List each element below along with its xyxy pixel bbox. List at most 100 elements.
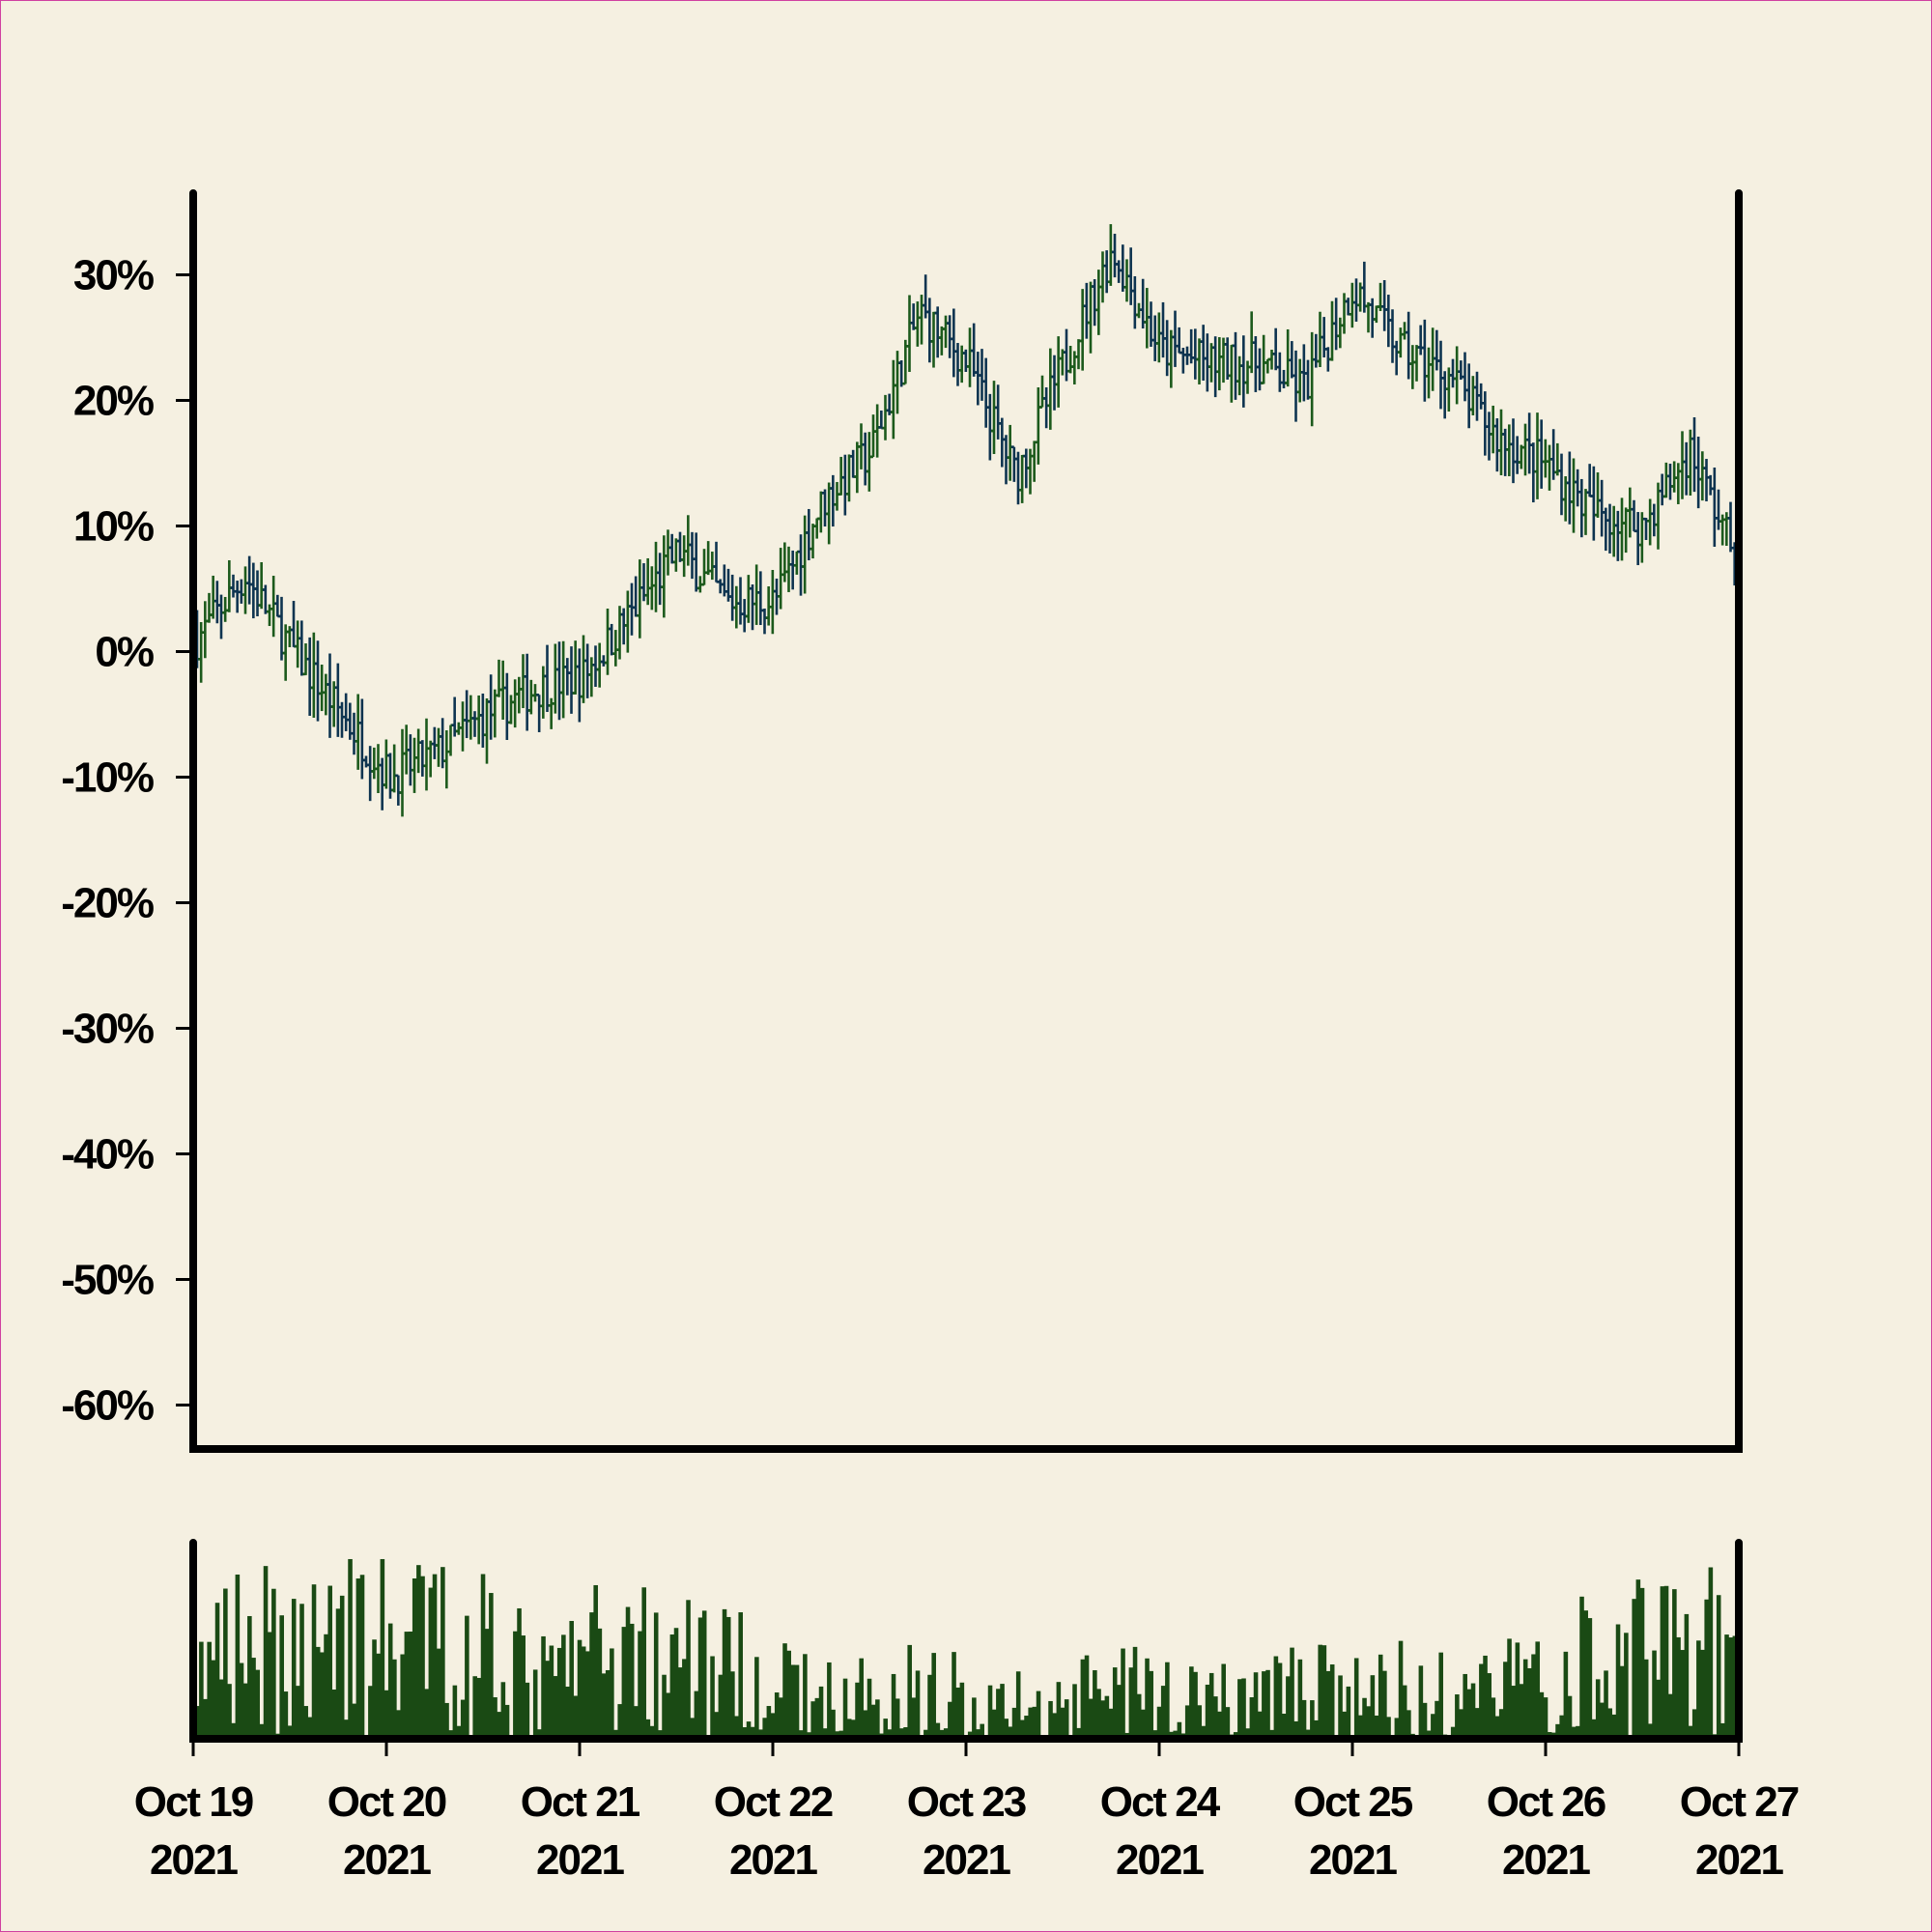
volume-bar: [1237, 1679, 1242, 1739]
volume-bar: [1615, 1624, 1621, 1739]
volume-bar: [207, 1641, 212, 1739]
ohlc-bar-down: [1353, 278, 1359, 322]
volume-bar: [1639, 1587, 1645, 1739]
ohlc-bar-down: [1333, 298, 1340, 351]
volume-bar: [1374, 1715, 1379, 1739]
ohlc-bar-down: [568, 646, 575, 714]
ohlc-bar-down: [246, 555, 253, 605]
volume-bar: [1028, 1707, 1033, 1739]
ohlc-bar-up: [858, 423, 865, 469]
ohlc-bar-down: [576, 648, 582, 723]
ohlc-bar-up: [1208, 343, 1214, 383]
volume-bar: [1567, 1695, 1573, 1739]
ohlc-bar-up: [581, 635, 586, 703]
volume-bar: [1688, 1725, 1693, 1739]
ohlc-bar-up: [685, 515, 692, 566]
volume-bar: [1265, 1669, 1270, 1739]
volume-bar: [1310, 1700, 1315, 1739]
volume-bar: [1093, 1670, 1097, 1739]
volume-bar: [251, 1658, 256, 1739]
volume-bar: [1576, 1725, 1580, 1739]
ohlc-bar-down: [1103, 250, 1110, 294]
volume-bar: [1024, 1716, 1029, 1739]
ohlc-bar-up: [701, 549, 707, 586]
volume-bar: [1329, 1664, 1335, 1739]
y-tick-label: 30%: [73, 252, 154, 299]
ohlc-bar-down: [1112, 233, 1118, 278]
volume-bar: [1156, 1706, 1162, 1739]
volume-bar: [1494, 1716, 1500, 1739]
volume-bar: [199, 1641, 204, 1739]
volume-bar: [1527, 1667, 1532, 1739]
ohlc-bar-down: [419, 740, 426, 777]
ohlc-bar-down: [387, 753, 393, 799]
volume-bar: [899, 1728, 904, 1739]
ohlc-bar-up: [1547, 444, 1552, 491]
volume-bar: [883, 1719, 888, 1739]
ohlc-bar-down: [822, 489, 828, 527]
ohlc-bar-up: [1402, 322, 1407, 340]
volume-bar: [1084, 1655, 1090, 1739]
volume-bar: [1543, 1697, 1548, 1739]
ohlc-bar-up: [1610, 505, 1617, 557]
ohlc-bar-down: [1345, 298, 1351, 316]
volume-bar: [597, 1628, 603, 1739]
volume-bar: [315, 1646, 321, 1739]
volume-bar: [1591, 1719, 1597, 1739]
ohlc-bar-up: [1454, 346, 1461, 405]
ohlc-bar-up: [882, 394, 889, 440]
ohlc-bar-up: [838, 456, 844, 496]
volume-bar: [1297, 1659, 1303, 1739]
ohlc-bar-down: [1204, 333, 1210, 392]
volume-bar: [545, 1661, 550, 1739]
volume-bar: [1522, 1659, 1528, 1739]
x-axis-ticks: Oct 19 2021 Oct 20 2021 Oct 21 2021 Oct 22 2021…: [134, 1739, 1801, 1884]
volume-bar: [1607, 1708, 1612, 1739]
ohlc-bar-up: [854, 441, 861, 494]
ohlc-bar-down: [306, 637, 313, 716]
volume-bar: [1201, 1725, 1207, 1739]
ohlc-bar-down: [1321, 317, 1327, 358]
volume-bar: [803, 1654, 808, 1739]
ohlc-bar-up: [1699, 451, 1706, 501]
ohlc-bar-up: [399, 728, 406, 817]
ohlc-bar-down: [1010, 445, 1017, 482]
volume-bar: [291, 1599, 297, 1739]
volume-bar: [810, 1701, 815, 1739]
x-tick-label-year: 2021: [729, 1836, 817, 1884]
volume-bar: [1600, 1702, 1605, 1739]
ohlc-bar-down: [503, 672, 510, 740]
volume-bar: [625, 1606, 631, 1739]
ohlc-bar-down: [1305, 359, 1311, 400]
volume-bar: [1277, 1662, 1283, 1739]
volume-bar: [690, 1718, 695, 1739]
volume-bar: [1459, 1709, 1463, 1739]
ohlc-bar-down: [1590, 466, 1597, 541]
ohlc-bar-up: [1088, 281, 1094, 354]
ohlc-bar-down: [479, 693, 486, 748]
ohlc-bar-down: [862, 432, 868, 486]
ohlc-bar-up: [447, 724, 454, 756]
ohlc-bar-up: [242, 566, 248, 614]
ohlc-bar-down: [536, 694, 543, 732]
x-tick-label-year: 2021: [536, 1836, 624, 1884]
ohlc-bar-up: [653, 541, 659, 612]
ohlc-bar-down: [1389, 309, 1396, 363]
volume-bar: [1132, 1646, 1138, 1739]
volume-bar: [750, 1726, 755, 1739]
volume-bar: [255, 1669, 260, 1739]
volume-bar: [662, 1674, 667, 1739]
ohlc-bar-down: [1450, 358, 1456, 388]
ohlc-bar-up: [753, 564, 760, 625]
ohlc-bar-up: [733, 585, 740, 629]
ohlc-bar-down: [524, 653, 530, 731]
ohlc-bar-down: [1064, 328, 1069, 382]
ohlc-bar-up: [1426, 347, 1432, 399]
ohlc-bar-up: [508, 695, 514, 724]
volume-bar: [1515, 1642, 1520, 1739]
ohlc-bar-down: [1421, 319, 1428, 402]
volume-bar: [1378, 1654, 1383, 1739]
x-tick-label: Oct 25: [1293, 1778, 1413, 1826]
volume-bar: [1342, 1711, 1347, 1739]
volume-bar: [521, 1635, 526, 1739]
